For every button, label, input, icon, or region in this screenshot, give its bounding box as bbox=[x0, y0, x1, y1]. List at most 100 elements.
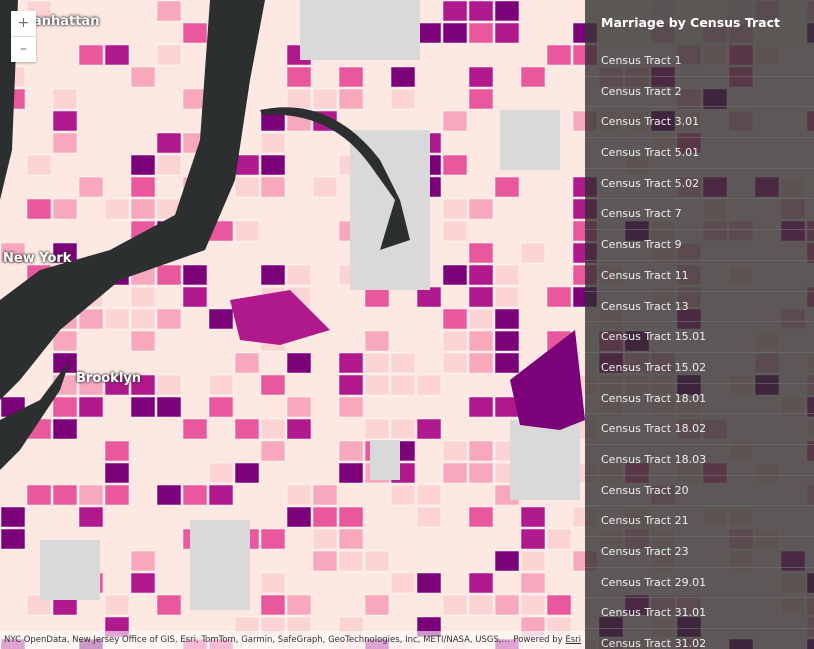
census-tract[interactable] bbox=[416, 572, 442, 594]
census-tract[interactable] bbox=[26, 154, 52, 176]
census-tract[interactable] bbox=[468, 352, 494, 374]
census-tract[interactable] bbox=[442, 308, 468, 330]
census-tract[interactable] bbox=[494, 176, 520, 198]
tract-list-item[interactable]: Census Tract 3.01 bbox=[585, 107, 814, 139]
census-tract[interactable] bbox=[156, 132, 182, 154]
census-tract[interactable] bbox=[0, 242, 26, 264]
census-tract[interactable] bbox=[546, 594, 572, 616]
census-tract[interactable] bbox=[390, 374, 416, 396]
census-tract[interactable] bbox=[156, 374, 182, 396]
census-tract[interactable] bbox=[416, 374, 442, 396]
census-tract[interactable] bbox=[234, 154, 260, 176]
census-tract[interactable] bbox=[286, 352, 312, 374]
census-tract[interactable] bbox=[442, 110, 468, 132]
census-tract[interactable] bbox=[442, 594, 468, 616]
tract-list-item[interactable]: Census Tract 5.02 bbox=[585, 168, 814, 200]
census-tract[interactable] bbox=[494, 0, 520, 22]
census-tract[interactable] bbox=[468, 88, 494, 110]
census-tract[interactable] bbox=[520, 506, 546, 528]
census-tract[interactable] bbox=[182, 286, 208, 308]
census-tract[interactable] bbox=[286, 506, 312, 528]
census-tract[interactable] bbox=[390, 484, 416, 506]
census-tract[interactable] bbox=[416, 506, 442, 528]
census-tract[interactable] bbox=[208, 484, 234, 506]
census-tract[interactable] bbox=[78, 44, 104, 66]
census-tract[interactable] bbox=[286, 484, 312, 506]
census-tract[interactable] bbox=[104, 308, 130, 330]
census-tract[interactable] bbox=[52, 132, 78, 154]
census-tract[interactable] bbox=[104, 594, 130, 616]
census-tract[interactable] bbox=[494, 286, 520, 308]
census-tract[interactable] bbox=[416, 22, 442, 44]
census-tract[interactable] bbox=[442, 220, 468, 242]
census-tract[interactable] bbox=[286, 396, 312, 418]
census-tract[interactable] bbox=[546, 44, 572, 66]
census-tract[interactable] bbox=[130, 572, 156, 594]
census-tract[interactable] bbox=[468, 330, 494, 352]
census-tract[interactable] bbox=[52, 198, 78, 220]
census-tract[interactable] bbox=[312, 176, 338, 198]
census-tract[interactable] bbox=[468, 286, 494, 308]
census-tract[interactable] bbox=[156, 44, 182, 66]
census-tract[interactable] bbox=[208, 396, 234, 418]
census-tract[interactable] bbox=[338, 66, 364, 88]
census-tract[interactable] bbox=[520, 572, 546, 594]
attribution-text[interactable]: NYC OpenData, New Jersey Office of GIS, … bbox=[4, 635, 510, 645]
tract-list[interactable]: Census Tract 1 Census Tract 2 Census Tract… bbox=[585, 46, 814, 649]
census-tract[interactable] bbox=[286, 264, 312, 286]
tract-list-item[interactable]: Census Tract 9 bbox=[585, 230, 814, 261]
census-tract[interactable] bbox=[104, 462, 130, 484]
census-tract[interactable] bbox=[260, 418, 286, 440]
census-tract[interactable] bbox=[234, 462, 260, 484]
census-tract[interactable] bbox=[182, 264, 208, 286]
census-tract[interactable] bbox=[234, 418, 260, 440]
census-tract[interactable] bbox=[520, 594, 546, 616]
census-tract[interactable] bbox=[234, 352, 260, 374]
census-tract[interactable] bbox=[104, 198, 130, 220]
census-tract[interactable] bbox=[494, 22, 520, 44]
census-tract[interactable] bbox=[442, 154, 468, 176]
census-tract[interactable] bbox=[286, 88, 312, 110]
census-tract[interactable] bbox=[494, 352, 520, 374]
census-tract[interactable] bbox=[468, 198, 494, 220]
census-tract[interactable] bbox=[312, 528, 338, 550]
census-tract[interactable] bbox=[208, 308, 234, 330]
census-tract[interactable] bbox=[52, 330, 78, 352]
census-tract[interactable] bbox=[468, 242, 494, 264]
census-tract[interactable] bbox=[130, 176, 156, 198]
census-tract[interactable] bbox=[390, 66, 416, 88]
tract-list-item[interactable]: Census Tract 23 bbox=[585, 537, 814, 568]
census-tract[interactable] bbox=[286, 594, 312, 616]
tract-list-item[interactable]: Census Tract 20 bbox=[585, 475, 814, 507]
census-tract[interactable] bbox=[52, 484, 78, 506]
census-tract[interactable] bbox=[208, 462, 234, 484]
tract-list-item[interactable]: Census Tract 11 bbox=[585, 260, 814, 292]
census-tract[interactable] bbox=[312, 550, 338, 572]
census-tract[interactable] bbox=[468, 22, 494, 44]
census-tract[interactable] bbox=[468, 66, 494, 88]
zoom-in-button[interactable]: + bbox=[17, 15, 30, 31]
census-tract[interactable] bbox=[364, 550, 390, 572]
census-tract[interactable] bbox=[338, 462, 364, 484]
census-tract[interactable] bbox=[312, 484, 338, 506]
census-tract[interactable] bbox=[26, 198, 52, 220]
census-tract[interactable] bbox=[52, 396, 78, 418]
census-tract[interactable] bbox=[260, 374, 286, 396]
census-tract[interactable] bbox=[260, 176, 286, 198]
census-tract[interactable] bbox=[0, 528, 26, 550]
census-tract[interactable] bbox=[52, 88, 78, 110]
tract-list-item[interactable]: Census Tract 2 bbox=[585, 76, 814, 108]
census-tract[interactable] bbox=[0, 506, 26, 528]
tract-list-item[interactable]: Census Tract 18.01 bbox=[585, 383, 814, 415]
census-tract[interactable] bbox=[52, 110, 78, 132]
census-tract[interactable] bbox=[260, 528, 286, 550]
census-tract[interactable] bbox=[468, 308, 494, 330]
census-tract[interactable] bbox=[78, 374, 104, 396]
census-tract[interactable] bbox=[338, 528, 364, 550]
census-tract[interactable] bbox=[468, 264, 494, 286]
census-tract[interactable] bbox=[390, 572, 416, 594]
census-tract[interactable] bbox=[510, 330, 585, 430]
census-tract[interactable] bbox=[494, 594, 520, 616]
census-tract[interactable] bbox=[520, 528, 546, 550]
tract-list-item[interactable]: Census Tract 5.01 bbox=[585, 138, 814, 169]
